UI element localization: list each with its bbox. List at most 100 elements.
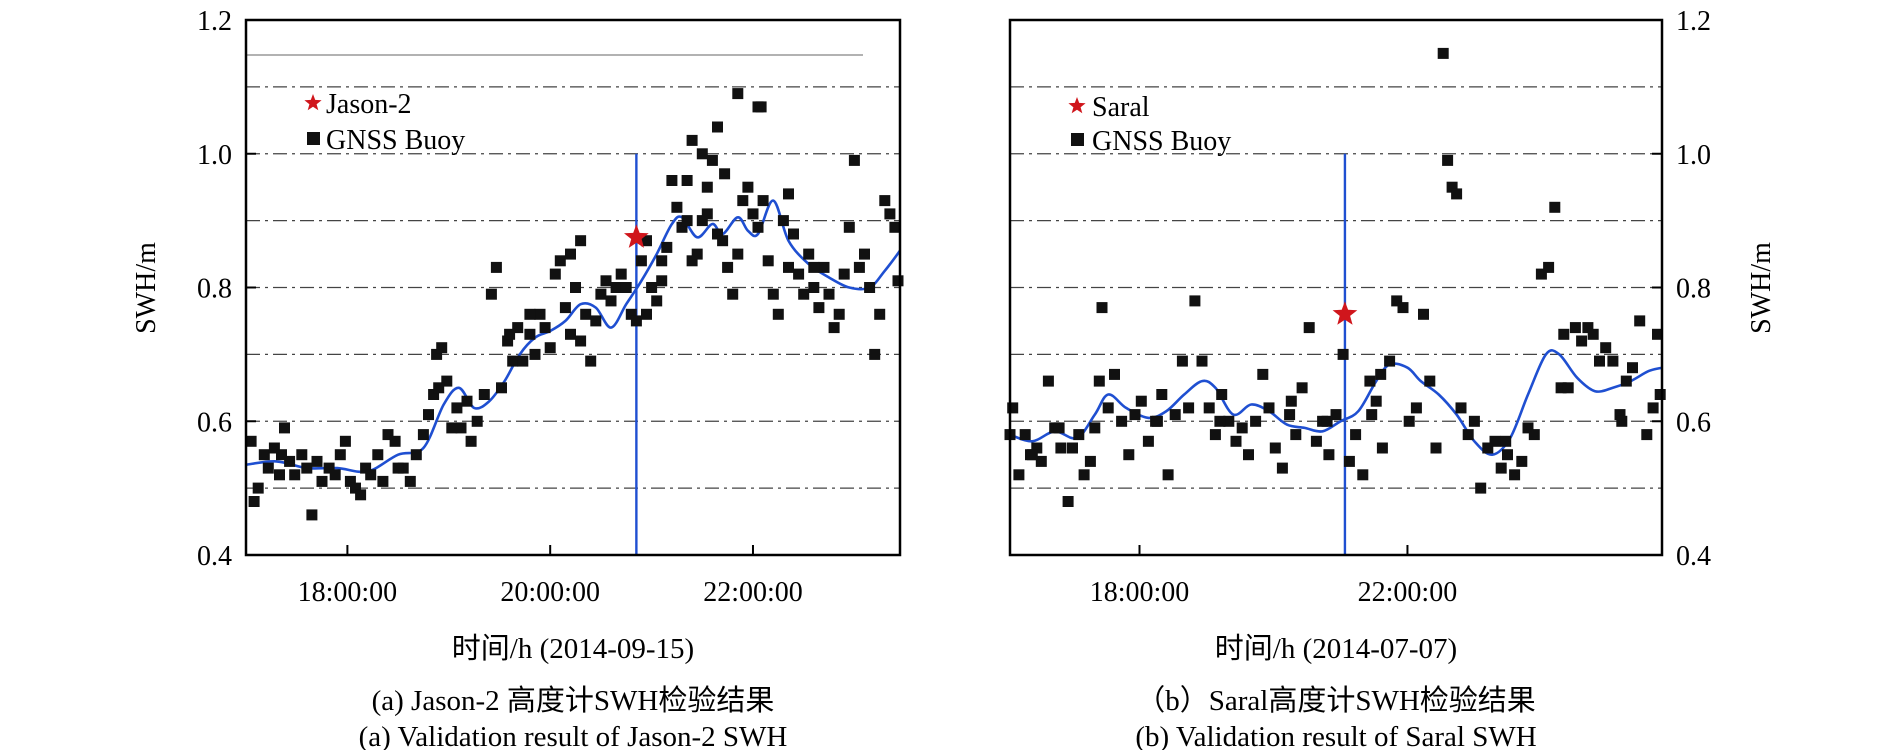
chart-b-buoy-point-68 bbox=[1446, 181, 1458, 193]
chart-a-buoy-point-25 bbox=[377, 475, 389, 487]
chart-a-buoy-point-67 bbox=[605, 295, 617, 307]
chart-a-buoy-point-108 bbox=[813, 302, 825, 314]
chart-b-buoy-point-4 bbox=[1031, 442, 1043, 454]
chart-a-buoy-point-125 bbox=[719, 168, 731, 180]
chart-a-buoy-point-114 bbox=[843, 221, 855, 233]
chart-a-buoy-point-54 bbox=[539, 322, 551, 334]
chart-a-buoy-point-66 bbox=[600, 275, 612, 287]
chart-a-buoy-point-55 bbox=[544, 342, 556, 354]
chart-b-buoy-point-74 bbox=[1482, 442, 1494, 454]
chart-a-buoy-point-21 bbox=[355, 489, 367, 501]
chart-a-buoy-point-131 bbox=[755, 101, 767, 113]
chart-a-buoy-point-138 bbox=[392, 462, 404, 474]
chart-a-legend-buoy-label: GNSS Buoy bbox=[326, 125, 465, 156]
chart-b-buoy-point-49 bbox=[1323, 449, 1335, 461]
chart-b-buoy-point-57 bbox=[1376, 442, 1388, 454]
chart-a-buoy-point-58 bbox=[559, 302, 571, 314]
chart-a-buoy-point-26 bbox=[382, 429, 394, 441]
chart-a-legend-star-marker bbox=[304, 94, 322, 111]
chart-b-buoy-point-78 bbox=[1509, 469, 1521, 481]
chart-a-legend-altimeter-label: Jason-2 bbox=[326, 89, 412, 120]
chart-b-buoy-point-69 bbox=[1451, 188, 1463, 200]
chart-a-legend: Jason-2 GNSS Buoy bbox=[304, 89, 465, 156]
chart-a-buoy-point-41 bbox=[465, 435, 477, 447]
chart-b-buoy-point-99 bbox=[1647, 402, 1659, 414]
chart-b-buoy-point-92 bbox=[1600, 342, 1612, 354]
chart-a-buoy-point-61 bbox=[575, 335, 587, 347]
chart-b-legend: Saral GNSS Buoy bbox=[1068, 92, 1231, 157]
chart-b-buoy-point-41 bbox=[1269, 442, 1281, 454]
chart-a-x-tick-label-1: 20:00:00 bbox=[500, 577, 600, 608]
chart-b-buoy-point-29 bbox=[1189, 295, 1201, 307]
chart-b-buoy-point-113 bbox=[1093, 375, 1105, 387]
chart-a-buoy-point-87 bbox=[706, 154, 718, 166]
chart-b-buoy-point-31 bbox=[1203, 402, 1215, 414]
chart-b-buoy-point-30 bbox=[1196, 355, 1208, 367]
chart-a-buoy-point-24 bbox=[372, 449, 384, 461]
chart-a-buoy-point-112 bbox=[833, 308, 845, 320]
chart-b-buoy-point-97 bbox=[1634, 315, 1646, 327]
chart-b-buoy-point-6 bbox=[1042, 375, 1054, 387]
chart-a-buoy-point-142 bbox=[524, 308, 536, 320]
chart-a-buoy-point-10 bbox=[296, 449, 308, 461]
chart-a-buoy-point-68 bbox=[610, 282, 622, 293]
chart-b-buoy-point-10 bbox=[1067, 442, 1078, 454]
chart-b-buoy-point-0 bbox=[1007, 402, 1019, 414]
chart-b-buoy-point-22 bbox=[1142, 435, 1154, 447]
chart-b-y-tick-label-3: 1.0 bbox=[1676, 140, 1711, 171]
chart-a-buoy-point-52 bbox=[529, 348, 541, 360]
chart-b-buoy-point-52 bbox=[1343, 455, 1355, 467]
chart-b-buoy-point-45 bbox=[1296, 382, 1308, 394]
chart-a-buoy-point-63 bbox=[585, 355, 597, 367]
chart-a-buoy-point-83 bbox=[686, 255, 698, 267]
chart-a-buoy-point-85 bbox=[696, 215, 708, 227]
chart-a-buoy-point-141 bbox=[681, 175, 693, 186]
chart-b-buoy-point-50 bbox=[1330, 409, 1342, 421]
chart-a-buoy-point-46 bbox=[496, 382, 507, 394]
chart-a-buoy-point-15 bbox=[323, 462, 335, 474]
chart-b-buoy-point-104 bbox=[1151, 415, 1163, 427]
chart-b-buoy-point-64 bbox=[1424, 375, 1436, 387]
chart-b-buoy-point-85 bbox=[1555, 382, 1567, 394]
chart-b-y-axis-label: SWH/m bbox=[1746, 242, 1777, 334]
chart-a-buoy-point-101 bbox=[777, 215, 789, 227]
chart-a-buoy-point-0 bbox=[245, 435, 257, 447]
chart-a-buoy-point-134 bbox=[433, 382, 445, 394]
chart-a-buoy-point-30 bbox=[410, 449, 422, 461]
chart-a-buoy-point-27 bbox=[389, 435, 401, 447]
chart-b-buoy-point-2 bbox=[1019, 429, 1031, 441]
chart-a-buoy-point-13 bbox=[311, 455, 323, 467]
chart-a-buoy-point-14 bbox=[316, 475, 328, 487]
chart-b-buoy-point-111 bbox=[1366, 409, 1378, 421]
chart-a-buoy-point-103 bbox=[788, 228, 799, 240]
chart-a-legend-buoy-marker bbox=[307, 132, 320, 145]
chart-a-buoy-point-16 bbox=[329, 469, 341, 481]
chart-a-buoy-point-44 bbox=[485, 288, 497, 300]
chart-panel-a: 0.40.60.81.01.218:00:00 20:00:00 22:00:00 … bbox=[131, 6, 904, 750]
chart-b-buoy-point-15 bbox=[1096, 302, 1108, 314]
chart-b-buoy-point-39 bbox=[1257, 368, 1269, 380]
chart-a-buoy-point-82 bbox=[681, 215, 693, 227]
chart-a-buoy-point-109 bbox=[818, 261, 830, 273]
chart-a-buoy-point-113 bbox=[838, 268, 850, 280]
chart-b-buoy-point-34 bbox=[1223, 415, 1235, 427]
chart-b-buoy-point-109 bbox=[1616, 415, 1628, 427]
chart-b-buoy-point-76 bbox=[1495, 462, 1507, 474]
chart-b-y-tick-label-2: 0.8 bbox=[1676, 274, 1711, 305]
chart-b-buoy-point-40 bbox=[1263, 402, 1275, 414]
chart-b-buoy-point-27 bbox=[1176, 355, 1188, 367]
chart-a-buoy-points bbox=[245, 88, 904, 521]
chart-a-y-tick-label-4: 1.2 bbox=[197, 6, 232, 37]
chart-a-buoy-point-7 bbox=[279, 422, 290, 434]
chart-a-buoy-point-107 bbox=[808, 282, 820, 293]
chart-a-buoy-point-94 bbox=[742, 181, 754, 193]
chart-b-buoy-point-28 bbox=[1183, 402, 1195, 414]
chart-b-buoy-point-91 bbox=[1594, 355, 1605, 367]
chart-a-buoy-point-6 bbox=[274, 469, 285, 481]
chart-a-buoy-point-135 bbox=[575, 235, 587, 247]
chart-b-buoy-point-25 bbox=[1162, 469, 1174, 481]
chart-b-buoy-point-26 bbox=[1169, 409, 1181, 421]
chart-b-buoy-point-84 bbox=[1549, 201, 1561, 213]
chart-a-y-tick-label-1: 0.6 bbox=[197, 407, 232, 438]
chart-a-buoy-point-98 bbox=[762, 255, 774, 267]
